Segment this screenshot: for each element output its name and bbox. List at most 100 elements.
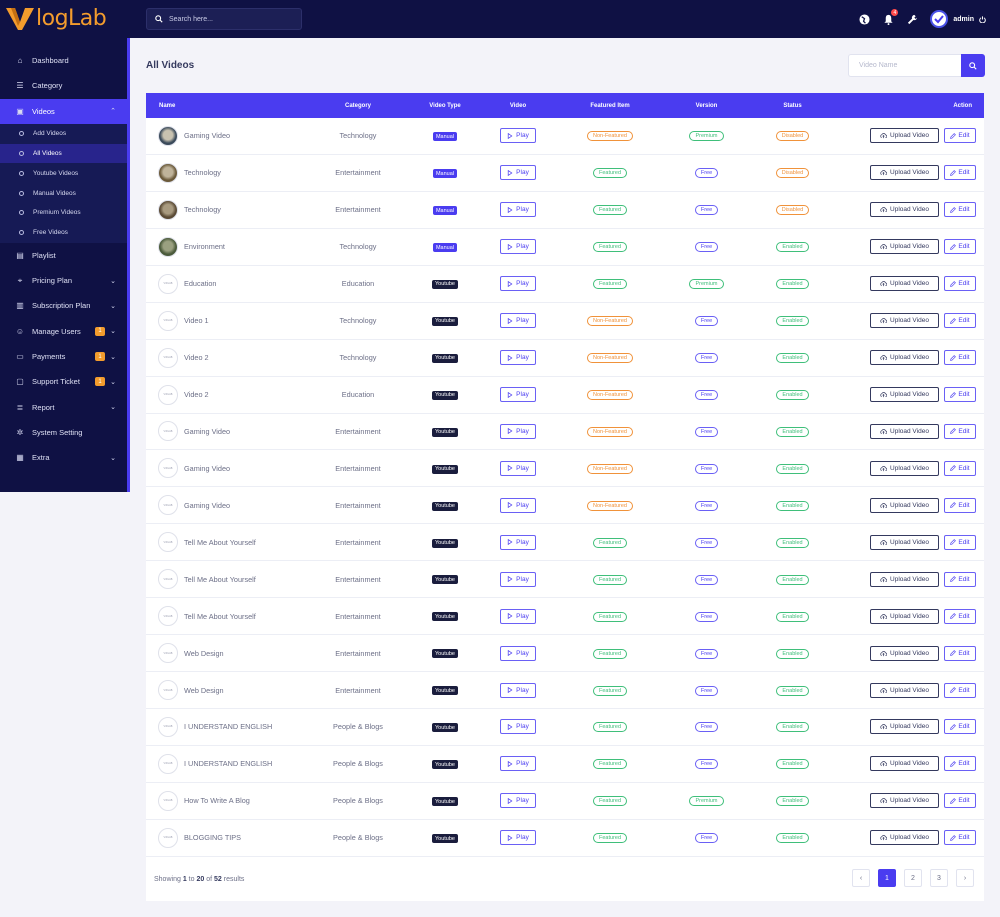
- play-button[interactable]: Play: [500, 165, 536, 181]
- header-search-input[interactable]: Search here...: [146, 8, 302, 30]
- cell-action: Upload Video Edit: [836, 534, 984, 550]
- sidebar-item-payments[interactable]: ▭ Payments 1 ⌄: [0, 344, 127, 369]
- sidebar-subitem-add-videos[interactable]: Add Videos: [0, 124, 127, 144]
- pagination-page-1[interactable]: 1: [878, 869, 896, 887]
- video-search-button[interactable]: [961, 54, 985, 77]
- edit-button[interactable]: Edit: [944, 719, 976, 735]
- upload-video-button[interactable]: Upload Video: [870, 313, 939, 329]
- edit-button[interactable]: Edit: [944, 645, 976, 661]
- sidebar-subitem-premium-videos[interactable]: Premium Videos: [0, 203, 127, 223]
- video-name-input[interactable]: Video Name: [848, 54, 961, 77]
- upload-video-button[interactable]: Upload Video: [870, 756, 939, 772]
- play-button[interactable]: Play: [500, 830, 536, 846]
- cell-action: Upload Video Edit: [836, 387, 984, 403]
- sidebar-subitem-manual-videos[interactable]: Manual Videos: [0, 183, 127, 203]
- play-button[interactable]: Play: [500, 387, 536, 403]
- cell-featured: Featured: [556, 795, 664, 807]
- play-button[interactable]: Play: [500, 645, 536, 661]
- sidebar-item-playlist[interactable]: ▤ Playlist: [0, 243, 127, 268]
- play-button[interactable]: Play: [500, 756, 536, 772]
- edit-button[interactable]: Edit: [944, 313, 976, 329]
- play-button[interactable]: Play: [500, 202, 536, 218]
- sidebar-item-category[interactable]: ☰ Category: [0, 73, 127, 98]
- edit-button[interactable]: Edit: [944, 128, 976, 144]
- user-menu[interactable]: admin: [930, 10, 986, 28]
- play-button[interactable]: Play: [500, 534, 536, 550]
- upload-video-button[interactable]: Upload Video: [870, 276, 939, 292]
- upload-video-button[interactable]: Upload Video: [870, 830, 939, 846]
- play-button[interactable]: Play: [500, 239, 536, 255]
- play-button[interactable]: Play: [500, 460, 536, 476]
- play-button[interactable]: Play: [500, 128, 536, 144]
- upload-video-button[interactable]: Upload Video: [870, 497, 939, 513]
- play-button[interactable]: Play: [500, 608, 536, 624]
- bell-icon[interactable]: 4: [882, 9, 899, 25]
- play-button[interactable]: Play: [500, 276, 536, 292]
- play-button[interactable]: Play: [500, 793, 536, 809]
- upload-video-button[interactable]: Upload Video: [870, 239, 939, 255]
- cell-status: Disabled: [749, 204, 836, 216]
- pagination-page-3[interactable]: 3: [930, 869, 948, 887]
- edit-button[interactable]: Edit: [944, 756, 976, 772]
- sidebar-item-manage-users[interactable]: ☺ Manage Users 1 ⌄: [0, 319, 127, 344]
- pagination-next-button[interactable]: ›: [956, 869, 974, 887]
- upload-video-button[interactable]: Upload Video: [870, 645, 939, 661]
- play-button[interactable]: Play: [500, 571, 536, 587]
- edit-button[interactable]: Edit: [944, 350, 976, 366]
- play-button[interactable]: Play: [500, 719, 536, 735]
- upload-video-button[interactable]: Upload Video: [870, 350, 939, 366]
- sidebar-item-support-ticket[interactable]: ▢ Support Ticket 1 ⌄: [0, 369, 127, 394]
- video-type-badge: Manual: [432, 132, 458, 142]
- play-button[interactable]: Play: [500, 497, 536, 513]
- play-button[interactable]: Play: [500, 682, 536, 698]
- sidebar-item-pricing-plan[interactable]: ⌖ Pricing Plan ⌄: [0, 268, 127, 293]
- sidebar-subitem-youtube-videos[interactable]: Youtube Videos: [0, 163, 127, 183]
- upload-video-button[interactable]: Upload Video: [870, 719, 939, 735]
- wrench-icon[interactable]: [906, 13, 918, 25]
- sidebar-item-subscription-plan[interactable]: ▥ Subscription Plan ⌄: [0, 293, 127, 318]
- sidebar-item-dashboard[interactable]: ⌂ Dashboard: [0, 48, 127, 73]
- play-button[interactable]: Play: [500, 313, 536, 329]
- sidebar-subitem-all-videos[interactable]: All Videos: [0, 143, 127, 164]
- upload-video-button[interactable]: Upload Video: [870, 534, 939, 550]
- upload-video-button[interactable]: Upload Video: [870, 202, 939, 218]
- pagination-page-2[interactable]: 2: [904, 869, 922, 887]
- edit-button[interactable]: Edit: [944, 830, 976, 846]
- edit-button[interactable]: Edit: [944, 497, 976, 513]
- sidebar-subitem-free-videos[interactable]: Free Videos: [0, 223, 127, 243]
- edit-button[interactable]: Edit: [944, 165, 976, 181]
- edit-button[interactable]: Edit: [944, 387, 976, 403]
- column-header-category: Category: [344, 102, 371, 109]
- sidebar-item-videos[interactable]: ▣ Videos ⌃: [0, 98, 127, 124]
- edit-button[interactable]: Edit: [944, 276, 976, 292]
- edit-button[interactable]: Edit: [944, 239, 976, 255]
- upload-video-button[interactable]: Upload Video: [870, 128, 939, 144]
- edit-button[interactable]: Edit: [944, 460, 976, 476]
- globe-icon[interactable]: [858, 13, 870, 25]
- upload-video-button[interactable]: Upload Video: [870, 387, 939, 403]
- play-button[interactable]: Play: [500, 423, 536, 439]
- edit-button[interactable]: Edit: [944, 793, 976, 809]
- upload-video-button[interactable]: Upload Video: [870, 793, 939, 809]
- edit-button[interactable]: Edit: [944, 534, 976, 550]
- sidebar-item-extra[interactable]: ▦ Extra ⌄: [0, 445, 127, 470]
- upload-video-button[interactable]: Upload Video: [870, 608, 939, 624]
- upload-video-button[interactable]: Upload Video: [870, 165, 939, 181]
- edit-button[interactable]: Edit: [944, 608, 976, 624]
- play-icon: [508, 391, 513, 398]
- upload-video-button[interactable]: Upload Video: [870, 571, 939, 587]
- play-button[interactable]: Play: [500, 350, 536, 366]
- upload-video-button[interactable]: Upload Video: [870, 423, 939, 439]
- edit-button[interactable]: Edit: [944, 423, 976, 439]
- edit-button[interactable]: Edit: [944, 682, 976, 698]
- sidebar-item-report[interactable]: ≣ Report ⌄: [0, 394, 127, 419]
- edit-button[interactable]: Edit: [944, 202, 976, 218]
- sidebar-item-system-setting[interactable]: ✲ System Setting: [0, 420, 127, 445]
- pagination-prev-button[interactable]: ‹: [852, 869, 870, 887]
- upload-video-button[interactable]: Upload Video: [870, 460, 939, 476]
- upload-video-button[interactable]: Upload Video: [870, 682, 939, 698]
- edit-button[interactable]: Edit: [944, 571, 976, 587]
- cell-name: Technology: [146, 199, 306, 220]
- play-icon: [508, 132, 513, 139]
- logo[interactable]: logLab: [0, 0, 130, 38]
